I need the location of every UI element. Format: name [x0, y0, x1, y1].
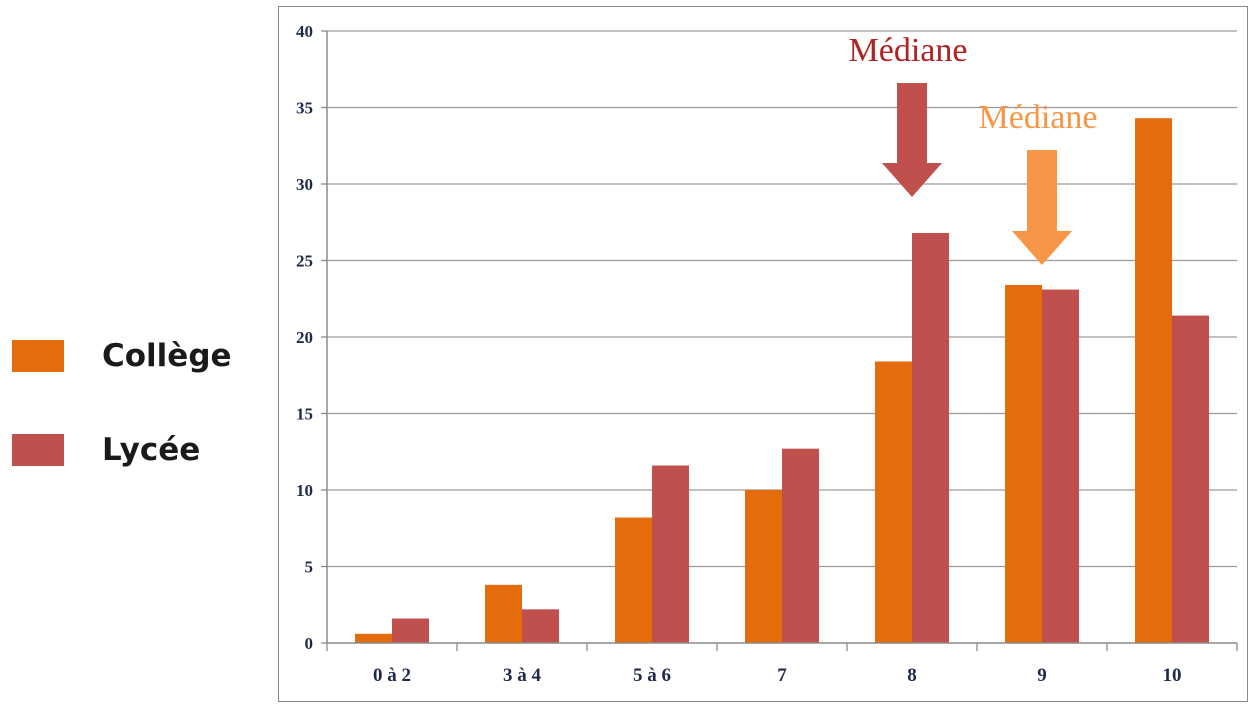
- y-tick-label: 40: [296, 22, 313, 41]
- bar-college: [1135, 118, 1172, 643]
- bar-lycee: [392, 618, 429, 643]
- bar-college: [615, 517, 652, 643]
- bars: [355, 118, 1209, 643]
- y-tick-label: 15: [296, 405, 313, 424]
- legend: Collège Lycée: [0, 300, 260, 500]
- bar-lycee: [782, 448, 819, 643]
- median-label: Médiane: [979, 99, 1098, 136]
- median-label: Médiane: [849, 32, 968, 69]
- bar-college: [485, 584, 522, 643]
- y-tick-label: 25: [296, 252, 313, 271]
- legend-label-college: Collège: [102, 338, 232, 374]
- bar-lycee: [1042, 289, 1079, 643]
- gridlines: [321, 30, 1237, 644]
- x-tick-label: 3 à 4: [503, 665, 542, 686]
- y-tick-label: 0: [305, 634, 314, 653]
- median-annotations: Médiane Médiane: [849, 32, 1098, 265]
- chart-frame: 0 5 10 15 20 25 30 35 40 0 à 2 3 à 4 5 à 6 7 8 9 10 Mé…: [278, 6, 1248, 702]
- bar-college: [1005, 284, 1042, 643]
- x-tick-label: 10: [1163, 665, 1182, 686]
- bar-lycee: [522, 609, 559, 643]
- y-tick-label: 35: [296, 99, 313, 118]
- bar-college: [355, 633, 392, 643]
- y-tick-label: 20: [296, 328, 313, 347]
- bar-chart: 0 5 10 15 20 25 30 35 40 0 à 2 3 à 4 5 à 6 7 8 9 10 Mé…: [296, 22, 1238, 686]
- x-axis-ticks: 0 à 2 3 à 4 5 à 6 7 8 9 10: [326, 643, 1238, 686]
- legend-swatch-lycee: [12, 434, 64, 466]
- y-axis-ticks: 0 5 10 15 20 25 30 35 40: [296, 22, 313, 653]
- x-tick-label: 8: [907, 665, 917, 686]
- legend-label-lycee: Lycée: [102, 432, 201, 468]
- bar-lycee: [912, 232, 949, 643]
- bar-lycee: [652, 465, 689, 643]
- axes: [326, 31, 1237, 644]
- legend-item-lycee: Lycée: [12, 430, 252, 470]
- x-tick-label: 5 à 6: [633, 665, 671, 686]
- y-tick-label: 5: [305, 558, 314, 577]
- median-arrow: [1012, 150, 1072, 265]
- legend-item-college: Collège: [12, 336, 252, 376]
- x-tick-label: 7: [777, 665, 787, 686]
- x-tick-label: 9: [1037, 665, 1047, 686]
- bar-college: [875, 361, 912, 643]
- median-arrow: [882, 83, 942, 197]
- y-tick-label: 30: [296, 175, 313, 194]
- bar-college: [745, 490, 782, 643]
- bar-lycee: [1172, 315, 1209, 643]
- legend-swatch-college: [12, 340, 64, 372]
- y-tick-label: 10: [296, 481, 313, 500]
- x-tick-label: 0 à 2: [373, 665, 411, 686]
